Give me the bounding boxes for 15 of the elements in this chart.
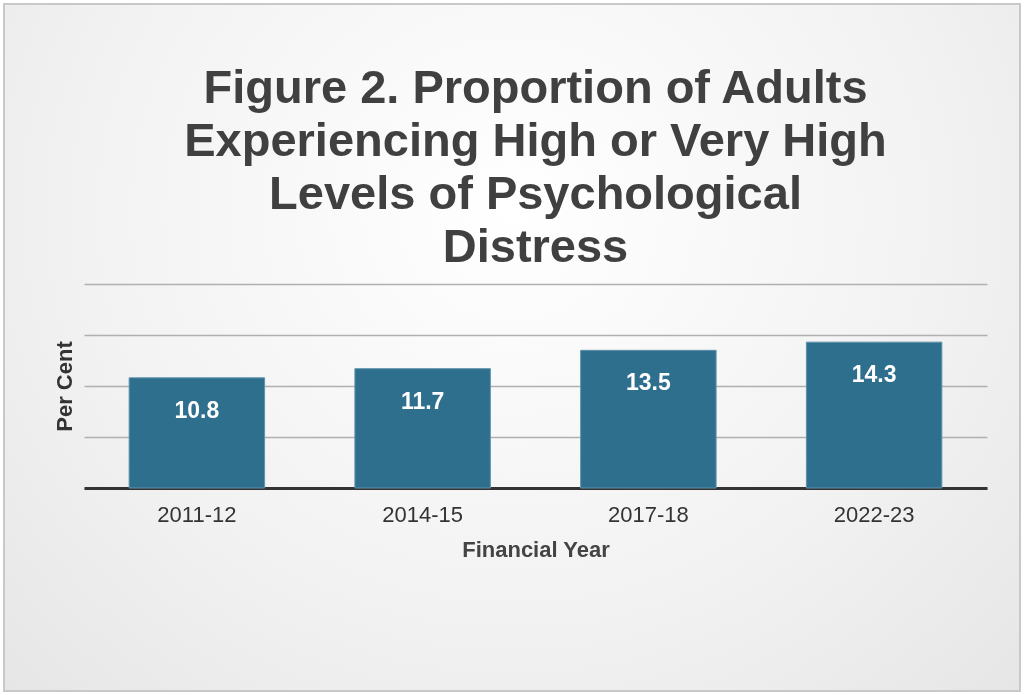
bar (805, 341, 943, 489)
x-axis-title: Financial Year (462, 536, 611, 562)
bar (580, 349, 717, 489)
bar (128, 377, 266, 489)
x-tick-label: 2022-23 (833, 501, 915, 527)
x-tick-label: 2011-12 (157, 501, 237, 527)
data-label: 13.5 (625, 369, 671, 396)
data-label: 14.3 (851, 361, 897, 388)
data-label: 10.8 (174, 396, 220, 423)
x-tick-label: 2014-15 (382, 501, 463, 527)
chart-title: Figure 2. Proportion of Adults Experiencing High or Very High Levels of Psychological Distress (184, 60, 887, 272)
bar (354, 368, 491, 489)
y-axis-title: Per Cent (51, 340, 77, 432)
x-tick-label: 2017-18 (608, 501, 689, 527)
data-label: 11.7 (400, 387, 445, 414)
